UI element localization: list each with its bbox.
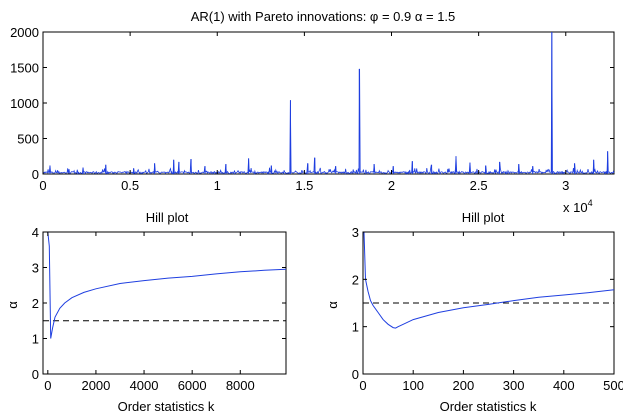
hill-zoom-xlabel: Order statistics k xyxy=(440,399,537,414)
hill-zoom-xtick-label: 0 xyxy=(359,378,366,393)
hill-zoom-xtick-label: 200 xyxy=(453,378,475,393)
ar1-xtick-label: 0.5 xyxy=(121,178,139,193)
hill-plot-zoom-panel: Hill plot 0 100 200 300 400 500 0 1 2 3 Order sta… xyxy=(325,210,623,414)
hill-zoom-xtick-label: 500 xyxy=(603,378,623,393)
hill-full-ytick-label: 1 xyxy=(32,332,39,347)
hill-zoom-hill-curve xyxy=(363,231,615,329)
hill-zoom-xtick-label: 100 xyxy=(402,378,424,393)
hill-zoom-xtick-label: 300 xyxy=(503,378,525,393)
ar1-ytick-label: 2000 xyxy=(10,25,39,40)
ar1-series-line xyxy=(42,31,615,175)
hill-full-ytick-label: 3 xyxy=(32,261,39,276)
hill-full-ytick-label: 2 xyxy=(32,296,39,311)
ar1-xtick-label: 2.5 xyxy=(470,178,488,193)
hill-zoom-title: Hill plot xyxy=(462,210,505,225)
hill-full-ytick-label: 0 xyxy=(32,367,39,382)
ar1-xtick-label: 0 xyxy=(39,178,46,193)
ar1-xtick-label: 2 xyxy=(388,178,395,193)
ar1-plot-frame xyxy=(42,31,615,175)
hill-zoom-xtick-label: 400 xyxy=(553,378,575,393)
hill-full-plot-frame xyxy=(42,231,287,375)
ar1-time-series-panel: AR(1) with Pareto innovations: φ = 0.9 α… xyxy=(10,9,615,215)
hill-full-axes: 0 2000 4000 6000 8000 0 1 2 3 4 xyxy=(32,225,286,393)
ar1-xtick-label: 3 xyxy=(562,178,569,193)
hill-full-series xyxy=(43,231,287,339)
hill-plot-full-panel: Hill plot 0 2000 4000 6000 8000 0 1 2 3 4 Order s… xyxy=(5,210,287,414)
ar1-ytick-label: 1500 xyxy=(10,61,39,76)
ar1-xtick-label: 1 xyxy=(214,178,221,193)
hill-full-ytick-label: 4 xyxy=(32,225,39,240)
ar1-ytick-label: 1000 xyxy=(10,96,39,111)
hill-zoom-axes: 0 100 200 300 400 500 0 1 2 3 xyxy=(352,225,623,393)
ar1-xtick-label: 1.5 xyxy=(295,178,313,193)
hill-full-xtick-label: 8000 xyxy=(226,378,255,393)
hill-zoom-ytick-label: 2 xyxy=(352,272,359,287)
hill-zoom-ylabel: α xyxy=(325,301,340,309)
hill-zoom-ytick-label: 0 xyxy=(352,367,359,382)
ar1-ytick-label: 0 xyxy=(32,167,39,182)
ar1-x-multiplier: x 104 xyxy=(563,198,593,215)
hill-full-ylabel: α xyxy=(5,301,20,309)
hill-full-title: Hill plot xyxy=(146,210,189,225)
hill-full-xtick-label: 2000 xyxy=(81,378,110,393)
ar1-series xyxy=(42,31,615,175)
ar1-ytick-label: 500 xyxy=(17,132,39,147)
hill-full-xtick-label: 0 xyxy=(44,378,51,393)
hill-full-xtick-label: 6000 xyxy=(178,378,207,393)
hill-full-hill-curve xyxy=(47,231,287,339)
ar1-axes: 0 0.5 1 1.5 2 2.5 3 0 500 1000 1500 2000 xyxy=(10,25,614,193)
hill-full-xtick-label: 4000 xyxy=(130,378,159,393)
hill-zoom-ytick-label: 3 xyxy=(352,225,359,240)
ar1-chart-title: AR(1) with Pareto innovations: φ = 0.9 α… xyxy=(191,9,456,24)
hill-full-xlabel: Order statistics k xyxy=(118,399,215,414)
hill-zoom-series xyxy=(363,231,615,329)
hill-zoom-ytick-label: 1 xyxy=(352,320,359,335)
